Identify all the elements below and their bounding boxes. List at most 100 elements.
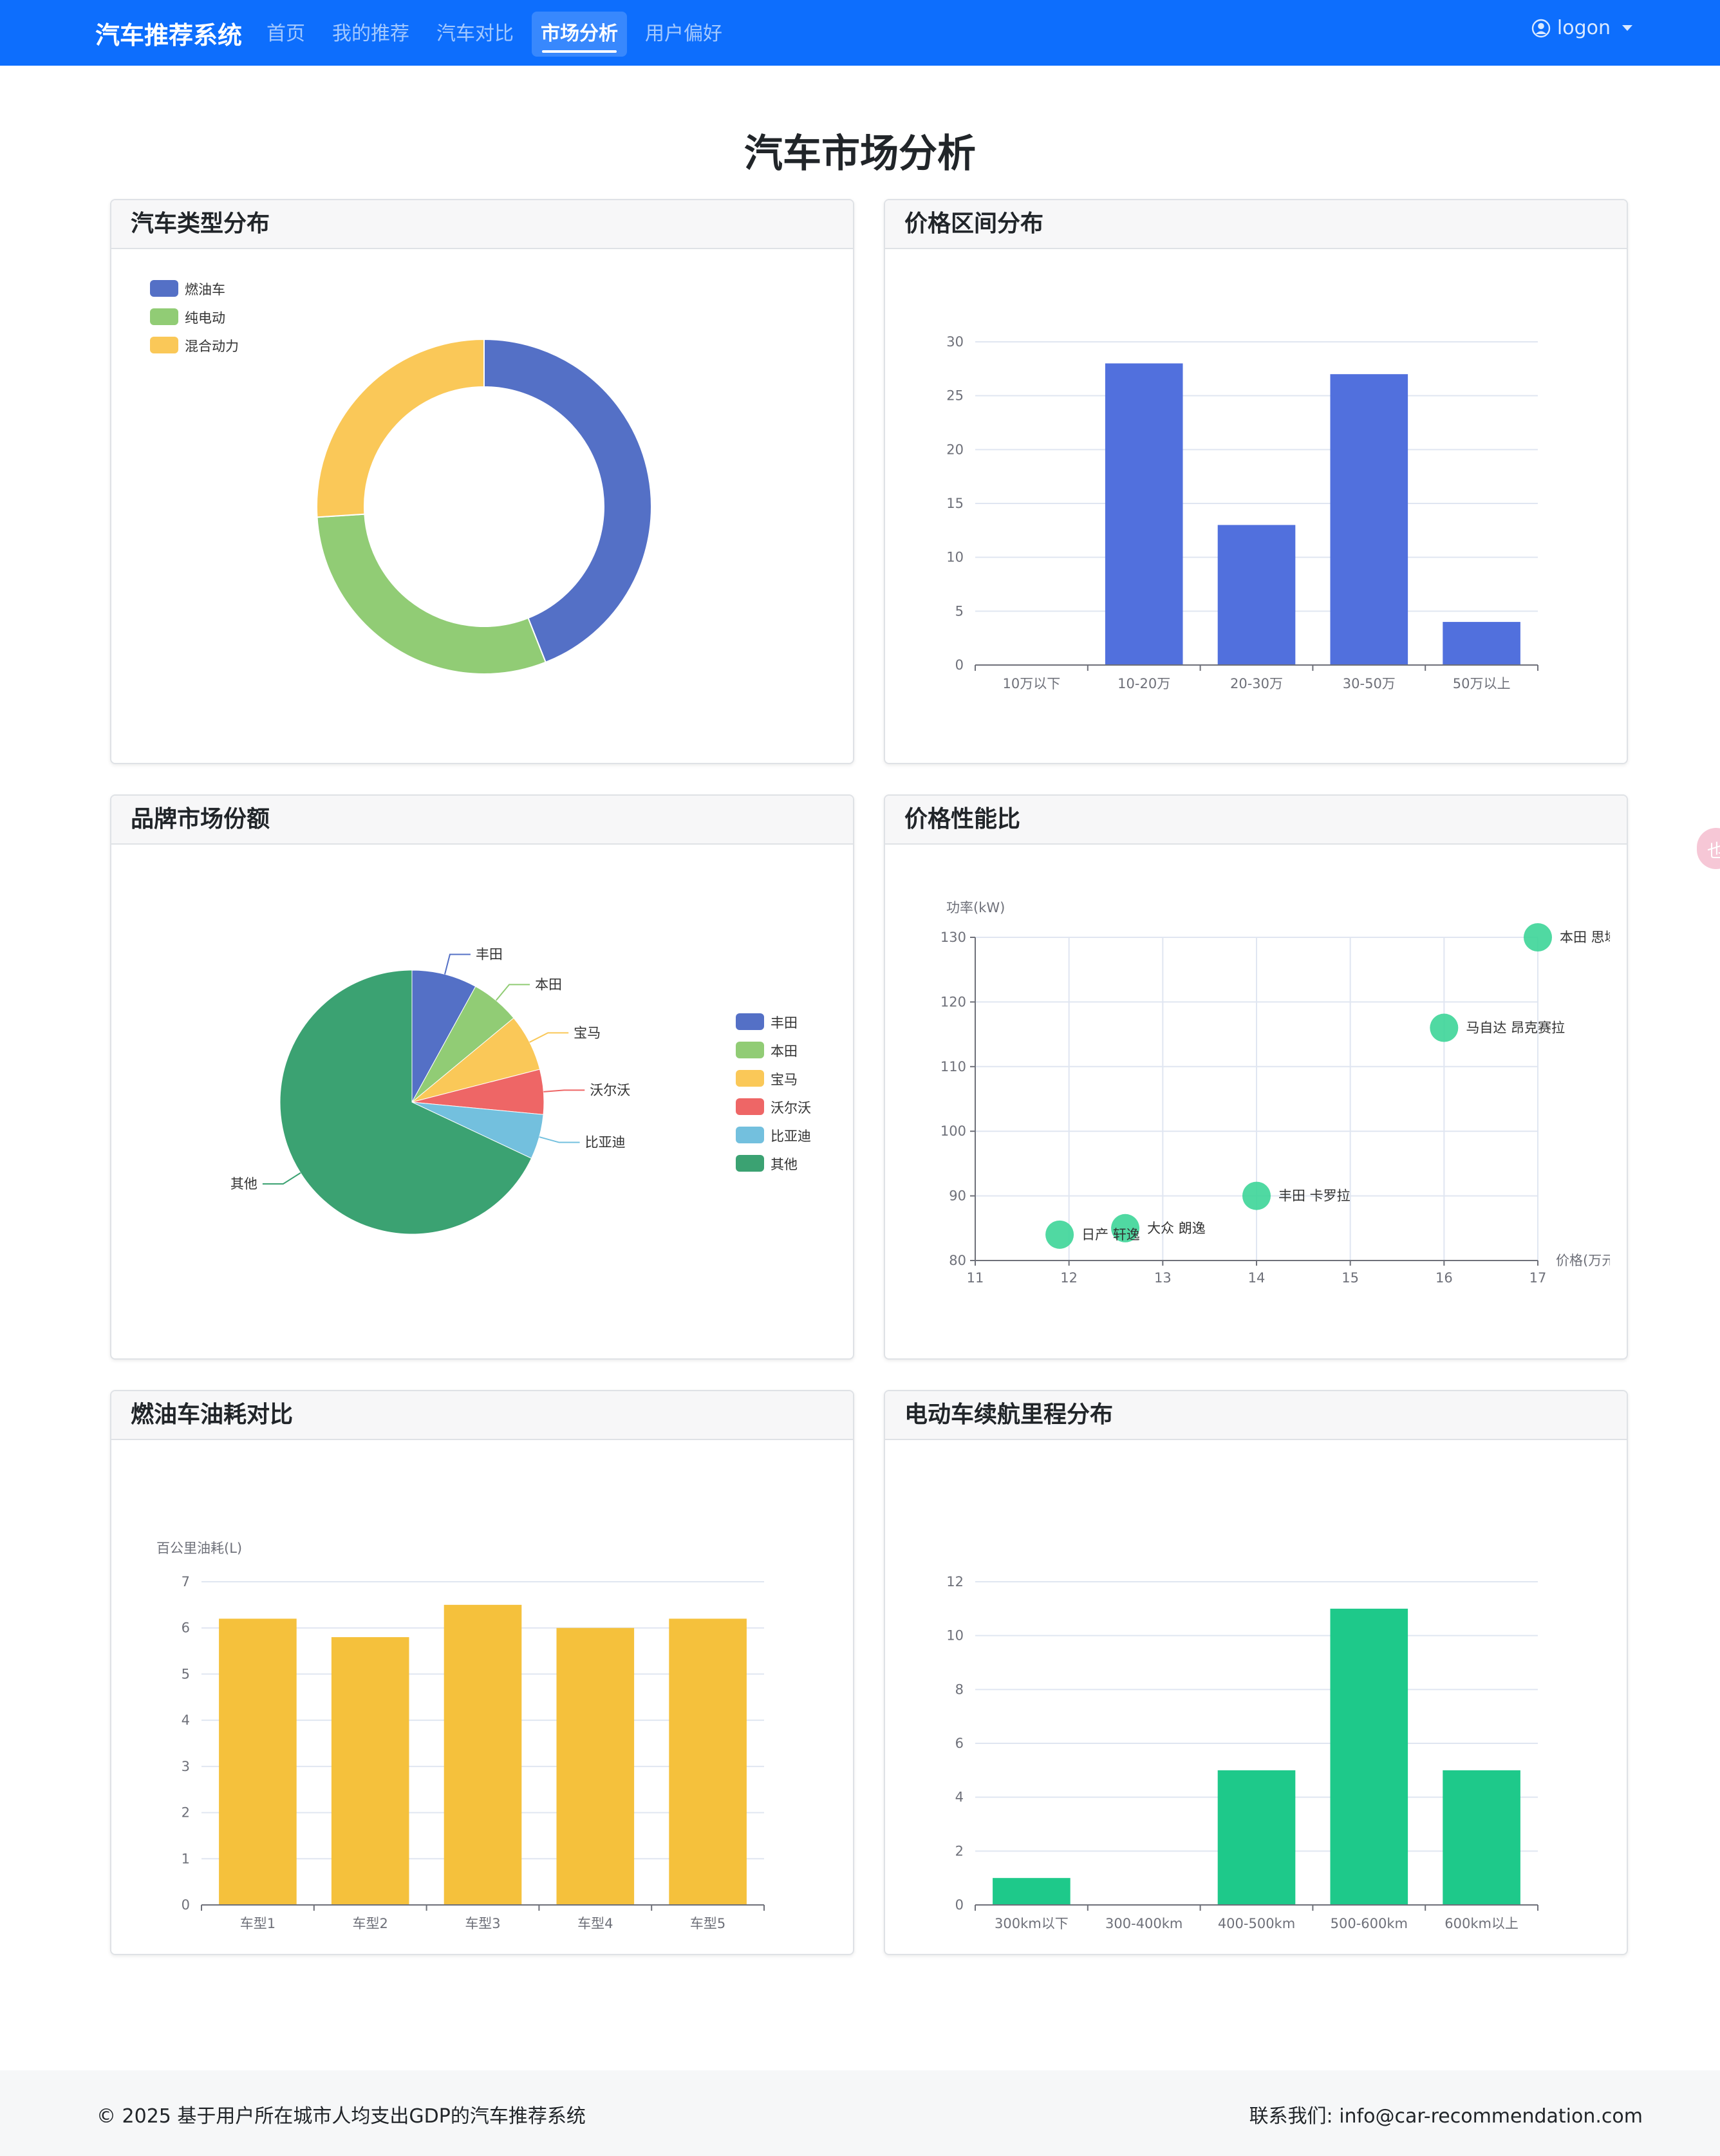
price-range-bar-chart: 0 5 10 15 20 25 30 10万以下 10-20万 20-30万 3… [946,334,1538,691]
y-tick-label: 4 [182,1712,190,1728]
legend-label[interactable]: 比亚迪 [771,1129,811,1144]
y-tick-label: 12 [946,1574,964,1589]
donut-slice [316,513,547,675]
y-axis-ticks: 0 2 4 6 8 10 12 [946,1574,964,1913]
user-name: logon [1556,17,1611,39]
card-price-range-distribution: 价格区间分布 0 5 10 15 20 25 30 10万以下 10-20万 2… [884,199,1628,764]
y-tick-label: 0 [955,1897,964,1913]
x-axis-ticks: 11 12 13 14 15 16 17 [967,1270,1547,1286]
footer-contact[interactable]: 联系我们: info@car-recommendation.com [1249,2105,1643,2128]
x-tick-label: 17 [1529,1270,1547,1286]
card-title: 价格区间分布 [885,200,1627,249]
legend-label[interactable]: 宝马 [771,1072,798,1087]
donut-slice [483,338,652,664]
bar [1330,374,1408,665]
y-axis-ticks: 0 1 2 3 4 5 6 7 [182,1574,190,1913]
x-axis [975,1904,1538,1911]
legend-label[interactable]: 丰田 [771,1015,798,1031]
x-tick-label: 20-30万 [1230,676,1283,691]
nav-menu: 首页 我的推荐 汽车对比 市场分析 用户偏好 [257,12,731,57]
scatter-point [1045,1220,1074,1249]
x-tick-label: 10-20万 [1117,676,1170,691]
y-tick-label: 130 [940,930,966,945]
legend-label[interactable]: 本田 [771,1044,798,1059]
x-tick-label: 13 [1154,1270,1172,1286]
card-title: 价格性能比 [885,796,1627,845]
pie-leader-line [539,1136,580,1143]
y-tick-label: 0 [955,657,964,673]
legend-swatch[interactable] [736,1070,764,1087]
scatter-area: 功率(kW) 价格(万元) 日产 轩逸 大众 朗逸 丰田 卡罗拉 马自达 昂克赛… [946,900,1618,1268]
legend-swatch[interactable] [736,1098,764,1115]
y-tick-label: 8 [955,1682,964,1697]
x-tick-label: 车型3 [465,1916,500,1931]
point-label: 丰田 卡罗拉 [1278,1188,1351,1204]
footer: © 2025 基于用户所在城市人均支出GDP的汽车推荐系统 联系我们: info… [0,2070,1720,2156]
legend-label[interactable]: 燃油车 [185,282,225,297]
y-tick-label: 4 [955,1790,964,1805]
y-tick-label: 120 [940,994,966,1009]
pie-leader-line [444,953,471,975]
y-axis-ticks: 0 5 10 15 20 25 30 [946,334,964,673]
y-tick-label: 100 [940,1123,966,1139]
bars [219,1604,747,1905]
side-tab-label: 也 [1707,840,1720,861]
bar [331,1637,409,1905]
legend-swatch[interactable] [736,1127,764,1143]
y-tick-label: 5 [955,603,964,619]
nav-item-car-compare[interactable]: 汽车对比 [436,23,514,45]
bar [556,1627,635,1905]
fuel-consumption-bar-chart: 百公里油耗(L) 0 1 2 3 4 5 6 7 车型1 车型2 车型3 车型4… [156,1541,765,1931]
card-title: 电动车续航里程分布 [885,1391,1627,1440]
legend-swatch[interactable] [150,280,178,297]
legend-swatch[interactable] [150,337,178,353]
legend-label[interactable]: 纯电动 [185,310,225,326]
x-axis-ticks: 车型1 车型2 车型3 车型4 车型5 [240,1916,726,1931]
y-tick-label: 10 [946,1628,964,1644]
legend-swatch[interactable] [150,308,178,325]
chart-grid [975,341,1538,612]
legend-swatch[interactable] [736,1013,764,1030]
floating-side-tab[interactable]: 也 [1697,828,1720,869]
pie-label: 本田 [535,977,562,992]
bar [1217,525,1296,665]
y-axis-label: 百公里油耗(L) [156,1541,242,1556]
nav-item-my-recommendations[interactable]: 我的推荐 [332,23,409,45]
y-tick-label: 0 [182,1897,190,1913]
card-title: 品牌市场份额 [111,796,853,845]
x-tick-label: 12 [1060,1270,1078,1286]
x-tick-label: 车型2 [353,1916,388,1931]
y-tick-label: 2 [955,1843,964,1859]
x-tick-label: 300-400km [1105,1916,1182,1931]
y-tick-label: 110 [940,1059,966,1074]
person-circle-icon [1531,19,1551,37]
x-axis [201,1904,765,1911]
x-tick-label: 15 [1341,1270,1359,1286]
legend-swatch[interactable] [736,1042,764,1058]
x-tick-label: 50万以上 [1453,676,1511,691]
bar [1443,1770,1520,1905]
nav-item-home[interactable]: 首页 [266,23,305,45]
nav-item-user-preferences[interactable]: 用户偏好 [645,23,722,45]
brand-share-pie-chart: 丰田 本田 宝马 沃尔沃 比亚迪 其他 丰田 本田 宝马 沃尔沃 比亚迪 其他 [230,946,811,1235]
y-tick-label: 20 [946,442,964,457]
nav-item-market-analysis[interactable]: 市场分析 [532,12,627,57]
bars [993,1608,1520,1905]
donut-slice [316,338,485,518]
card-fuel-consumption: 燃油车油耗对比 百公里油耗(L) 0 1 2 3 4 5 6 7 车型1 车型2… [110,1390,854,1955]
user-dropdown[interactable]: logon [1531,17,1632,39]
point-label: 本田 思域 [1560,930,1618,945]
bar [1105,363,1183,665]
y-tick-label: 15 [946,496,964,511]
legend-label[interactable]: 其他 [771,1157,798,1172]
legend-label[interactable]: 混合动力 [185,339,239,354]
ev-range-bar-chart: 0 2 4 6 8 10 12 300km以下 300-400km 400-50… [946,1574,1538,1931]
legend-swatch[interactable] [736,1155,764,1172]
donut-slices [316,338,652,675]
x-tick-label: 500-600km [1331,1916,1408,1931]
legend-label[interactable]: 沃尔沃 [771,1100,811,1116]
x-tick-label: 车型1 [240,1916,276,1931]
navbar-brand[interactable]: 汽车推荐系统 [95,21,243,50]
chart-grid [970,937,1538,1266]
x-tick-label: 400-500km [1218,1916,1295,1931]
